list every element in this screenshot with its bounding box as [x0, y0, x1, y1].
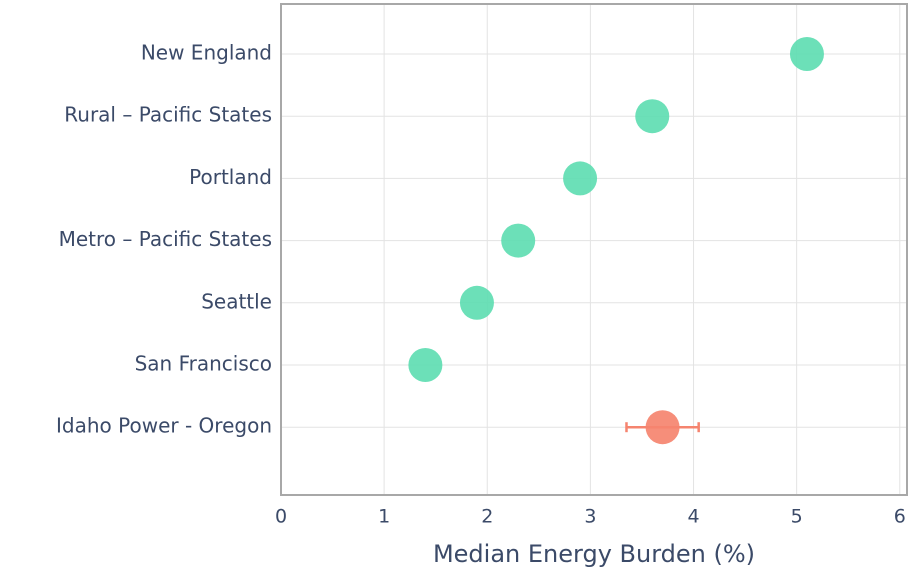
x-tick-label: 4 — [687, 506, 699, 528]
x-tick-label: 5 — [791, 506, 803, 528]
y-tick-label: San Francisco — [135, 352, 272, 376]
dot — [501, 223, 536, 258]
y-tick-label: Portland — [189, 165, 272, 189]
y-tick-label: Rural – Pacific States — [64, 103, 272, 127]
y-tick-label: Metro – Pacific States — [59, 227, 272, 251]
dot — [408, 348, 443, 382]
x-tick-label: 2 — [481, 506, 493, 528]
x-tick-label: 1 — [378, 506, 390, 528]
x-tick-label: 6 — [894, 506, 906, 528]
dot — [459, 285, 494, 320]
x-axis-title: Median Energy Burden (%) — [433, 540, 755, 568]
x-tick-label: 3 — [584, 506, 596, 528]
plot-border — [280, 3, 908, 496]
y-tick-label: New England — [141, 41, 272, 65]
dot — [645, 410, 680, 445]
dot — [563, 161, 598, 196]
y-tick-label: Idaho Power - Oregon — [56, 414, 272, 438]
y-tick-label: Seattle — [201, 289, 272, 313]
dot — [789, 37, 824, 71]
x-tick-label: 0 — [275, 506, 287, 528]
dot — [635, 99, 670, 134]
